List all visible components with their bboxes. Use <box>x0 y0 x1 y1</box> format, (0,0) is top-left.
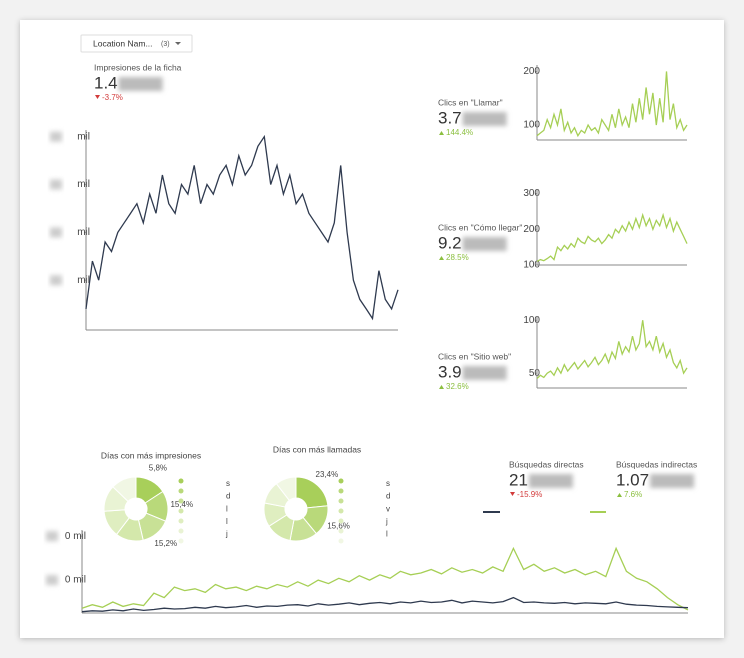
legend-dot <box>338 488 344 494</box>
change-arrow <box>439 131 444 135</box>
pie-value-label: 23,4% <box>316 470 339 479</box>
kpi-label: Búsquedas directas <box>509 459 584 469</box>
redacted-blur <box>118 77 163 91</box>
y-tick-label: 200 <box>523 224 540 235</box>
kpi-value: 9.2 <box>438 233 462 252</box>
pie-value-label: 15,4% <box>170 500 193 509</box>
legend-dot <box>178 538 184 544</box>
dropdown-count[interactable]: (3) <box>161 41 170 48</box>
kpi-change: 32.6% <box>446 382 469 391</box>
kpi-change: -15.9% <box>517 490 542 499</box>
redacted-blur <box>528 474 573 488</box>
legend-dot <box>178 518 184 524</box>
y-tick-label: 100 <box>523 315 540 326</box>
line-series <box>81 546 689 611</box>
legend-dot <box>178 478 184 484</box>
line-series <box>85 134 399 321</box>
kpi-value: 21 <box>509 470 528 489</box>
kpi-change: -3.7% <box>102 93 123 102</box>
legend-dot <box>338 518 344 524</box>
pie-title: Días con más llamadas <box>273 444 361 454</box>
y-tick-label: 100 <box>523 120 540 131</box>
redacted-blur <box>650 474 695 488</box>
legend-label: s <box>386 479 390 488</box>
legend-label: s <box>226 479 230 488</box>
kpi-label: Clics en "Cómo llegar" <box>438 222 522 232</box>
kpi-label: Impresiones de la ficha <box>94 62 182 72</box>
change-arrow <box>95 95 100 99</box>
y-tick-label: mil <box>77 227 90 238</box>
change-arrow <box>617 493 622 497</box>
legend-dot <box>338 538 344 544</box>
pie-value-label: 15,6% <box>327 522 350 531</box>
legend-label: l <box>226 504 228 513</box>
kpi-value: 1.07 <box>616 470 649 489</box>
redacted-blur <box>462 237 507 251</box>
legend-dot <box>338 498 344 504</box>
legend-label: d <box>226 492 230 501</box>
legend-dot <box>338 528 344 534</box>
legend-dot <box>178 508 184 514</box>
y-tick-label: 300 <box>523 188 540 199</box>
line-series <box>81 596 689 613</box>
kpi-label: Clics en "Sitio web" <box>438 351 511 361</box>
line-series <box>536 320 688 379</box>
y-tick-label: 100 <box>523 260 540 271</box>
y-tick-label: 0 mil <box>65 531 86 542</box>
kpi-label: Búsquedas indirectas <box>616 459 697 469</box>
pie-value-label: 5,8% <box>149 464 167 473</box>
kpi-value: 3.9 <box>438 362 462 381</box>
legend-label: d <box>386 492 390 501</box>
kpi-value: 3.7 <box>438 108 462 127</box>
pie-slice <box>275 476 297 502</box>
legend-dot <box>178 498 184 504</box>
redacted-blur <box>462 366 507 380</box>
legend-dot <box>178 488 184 494</box>
y-tick-label: mil <box>77 275 90 286</box>
y-tick-label: 200 <box>523 66 540 77</box>
kpi-change: 28.5% <box>446 253 469 262</box>
pie-slice <box>112 476 137 503</box>
y-tick-label: 50 <box>529 368 541 379</box>
legend-dot <box>338 508 344 514</box>
redacted-blur <box>46 531 58 542</box>
legend-dot <box>338 478 344 484</box>
dropdown-box[interactable] <box>80 34 193 53</box>
y-tick-label: mil <box>77 179 90 190</box>
legend-label: v <box>386 504 390 513</box>
change-arrow <box>439 385 444 389</box>
pie-value-label: 15,2% <box>154 539 177 548</box>
redacted-blur <box>50 131 62 142</box>
dropdown-label[interactable]: Location Nam... <box>93 38 153 48</box>
y-tick-label: 0 mil <box>65 575 86 586</box>
dropdown-arrow[interactable] <box>175 42 181 45</box>
redacted-blur <box>50 227 62 238</box>
change-arrow <box>510 492 515 496</box>
legend-label: l <box>386 530 388 539</box>
line-series <box>536 212 688 262</box>
kpi-change: 7.6% <box>624 490 642 499</box>
legend-label: j <box>385 517 388 526</box>
line-series <box>536 71 688 138</box>
y-tick-label: mil <box>77 131 90 142</box>
legend-label: l <box>226 517 228 526</box>
filter-dropdown[interactable]: Location Nam... (3) <box>80 34 193 53</box>
kpi-value: 1.4 <box>94 73 118 92</box>
change-arrow <box>439 256 444 260</box>
redacted-blur <box>462 112 507 126</box>
kpi-change: 144.4% <box>446 128 473 137</box>
legend-label: j <box>225 530 228 539</box>
kpi-label: Clics en "Llamar" <box>438 97 503 107</box>
redacted-blur <box>46 575 58 586</box>
redacted-blur <box>50 179 62 190</box>
redacted-blur <box>50 275 62 286</box>
legend-dot <box>178 528 184 534</box>
pie-title: Días con más impresiones <box>101 450 201 460</box>
